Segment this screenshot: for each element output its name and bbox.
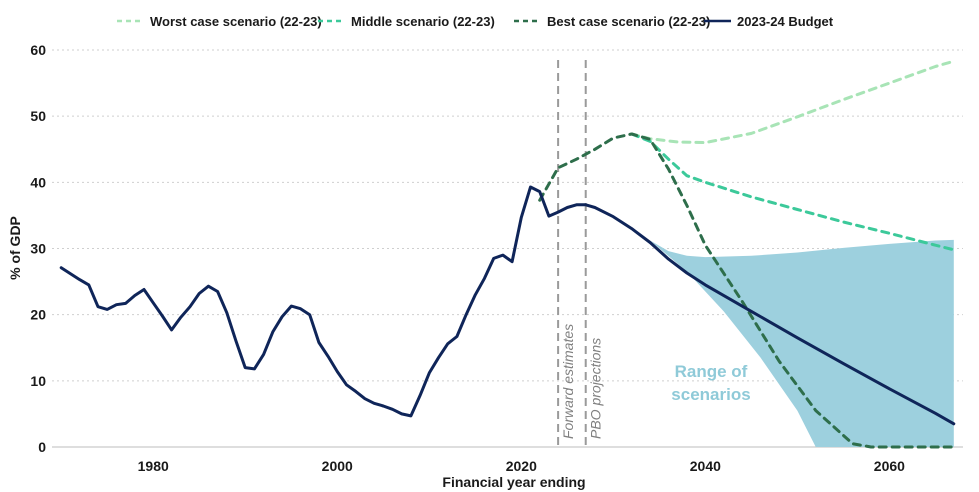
x-tick-label: 1980 <box>138 458 169 474</box>
range-of-scenarios-area <box>650 239 954 447</box>
series-line-2023-24-budget <box>59 185 956 426</box>
y-tick-label: 30 <box>30 241 46 257</box>
y-tick-label: 40 <box>30 174 46 190</box>
legend-label: Middle scenario (22-23) <box>351 14 495 29</box>
x-axis-title: Financial year ending <box>442 474 585 490</box>
x-tick-label: 2040 <box>690 458 721 474</box>
vertical-marker-label: Forward estimates <box>560 324 576 439</box>
y-tick-label: 50 <box>30 108 46 124</box>
y-tick-label: 10 <box>30 373 46 389</box>
annotations: Forward estimates PBO projections Range of… <box>560 324 751 439</box>
x-tick-label: 2020 <box>506 458 537 474</box>
legend-label: Best case scenario (22-23) <box>547 14 710 29</box>
gridlines <box>52 49 963 448</box>
legend-label: Worst case scenario (22-23) <box>150 14 322 29</box>
y-tick-label: 60 <box>30 42 46 58</box>
y-tick-label: 0 <box>38 439 46 455</box>
series-lines <box>59 59 956 449</box>
series-line-worst-case-scenario-22-23 <box>630 59 956 145</box>
legend: Worst case scenario (22-23) Middle scenar… <box>117 14 834 29</box>
vertical-marker-label: PBO projections <box>588 338 604 439</box>
y-axis-ticks: 0 10 20 30 40 50 60 <box>30 42 46 455</box>
x-tick-label: 2000 <box>322 458 353 474</box>
x-tick-label: 2060 <box>874 458 905 474</box>
y-tick-label: 20 <box>30 307 46 323</box>
series-line-middle-scenario-22-23 <box>630 132 956 252</box>
range-label-line1: Range of <box>675 362 748 381</box>
range-label-line2: scenarios <box>671 385 750 404</box>
range-area-layer <box>650 239 954 447</box>
y-axis-title: % of GDP <box>7 216 23 280</box>
series-line-best-case-scenario-22-23 <box>538 132 956 449</box>
x-axis-ticks: 1980 2000 2020 2040 2060 <box>138 458 906 474</box>
legend-label: 2023-24 Budget <box>737 14 834 29</box>
